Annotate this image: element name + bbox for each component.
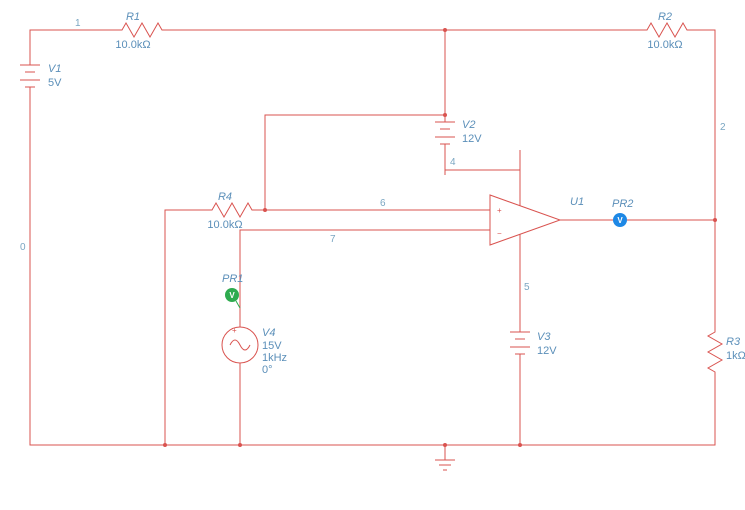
component-r2[interactable] <box>640 23 690 37</box>
component-v3[interactable] <box>510 325 530 365</box>
val-v3: 12V <box>537 345 557 357</box>
net-5: 5 <box>524 282 530 293</box>
ref-v3: V3 <box>537 331 551 343</box>
probe-glyph: V <box>617 216 623 225</box>
ref-r1: R1 <box>126 11 140 23</box>
schematic-canvas: V1 5V R1 10.0kΩ R2 10.0kΩ R3 1kΩ R4 10.0… <box>0 0 745 510</box>
junction <box>163 443 167 447</box>
junction <box>713 218 717 222</box>
ground-symbol <box>435 460 455 470</box>
val-r2: 10.0kΩ <box>647 39 682 51</box>
ref-u1: U1 <box>570 196 584 208</box>
wire <box>30 95 445 445</box>
val-v2: 12V <box>462 133 482 145</box>
svg-text:+: + <box>232 326 237 335</box>
component-v2[interactable] <box>435 115 455 150</box>
net-1: 1 <box>75 18 81 29</box>
net-0: 0 <box>20 242 26 253</box>
component-r4[interactable] <box>205 203 255 217</box>
junction <box>238 443 242 447</box>
ref-r2: R2 <box>658 11 672 23</box>
svg-text:−: − <box>497 229 502 238</box>
probe-pr2[interactable]: V <box>613 213 627 227</box>
net-7: 7 <box>330 234 336 245</box>
wire <box>690 30 715 225</box>
ref-pr1: PR1 <box>222 273 243 285</box>
junction <box>263 208 267 212</box>
component-v1[interactable] <box>20 55 40 95</box>
phase-v4: 0° <box>262 364 273 376</box>
ref-pr2: PR2 <box>612 198 633 210</box>
val-v4: 15V <box>262 340 282 352</box>
ref-r4: R4 <box>218 191 232 203</box>
val-v1: 5V <box>48 77 62 89</box>
junction <box>443 443 447 447</box>
ref-r3: R3 <box>726 336 741 348</box>
wire <box>445 150 520 195</box>
wire <box>30 30 115 55</box>
ref-v2: V2 <box>462 119 475 131</box>
wire <box>240 230 490 320</box>
net-6: 6 <box>380 198 386 209</box>
net-2: 2 <box>720 122 726 133</box>
component-r3[interactable] <box>708 325 722 375</box>
wire <box>165 210 205 445</box>
net-4: 4 <box>450 157 456 168</box>
component-u1[interactable]: + − <box>490 195 560 245</box>
wire <box>445 375 715 445</box>
freq-v4: 1kHz <box>262 352 287 364</box>
probe-glyph: V <box>229 291 235 300</box>
svg-text:+: + <box>497 206 502 215</box>
probe-pr1[interactable]: V <box>225 288 240 308</box>
val-r3: 1kΩ <box>726 350 745 362</box>
component-r1[interactable] <box>115 23 165 37</box>
val-r1: 10.0kΩ <box>115 39 150 51</box>
component-v4[interactable]: + <box>222 320 258 370</box>
ref-v1: V1 <box>48 63 61 75</box>
wire <box>265 115 445 210</box>
val-r4: 10.0kΩ <box>207 219 242 231</box>
ref-v4: V4 <box>262 327 275 339</box>
wire <box>445 365 520 445</box>
